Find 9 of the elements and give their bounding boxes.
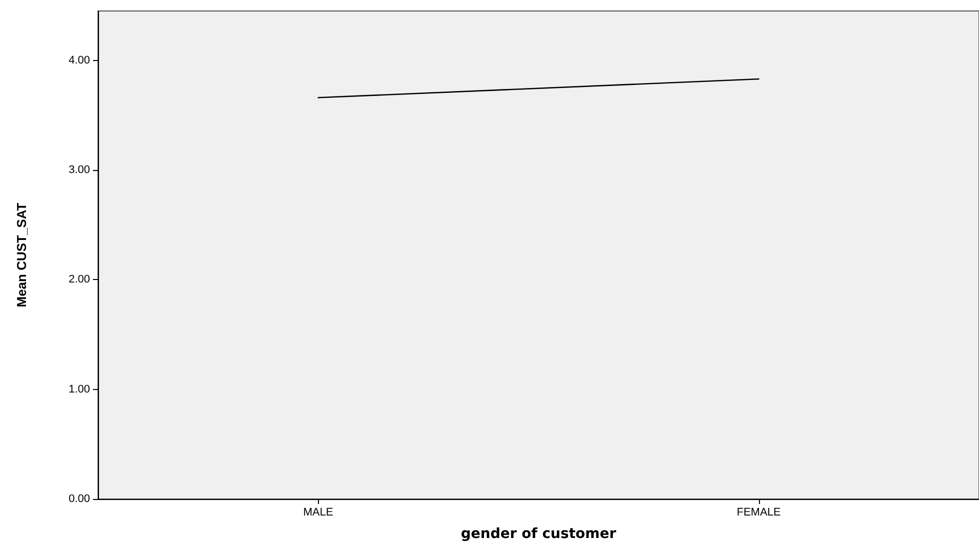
x-tick-label: MALE <box>303 506 334 518</box>
y-tick-label: 3.00 <box>68 164 90 176</box>
y-tick-label: 0.00 <box>68 493 90 505</box>
x-tick-label: FEMALE <box>736 506 781 518</box>
y-axis-title: Mean CUST_SAT <box>14 202 29 308</box>
y-tick-label: 1.00 <box>68 383 90 396</box>
x-axis-title: gender of customer <box>460 526 616 542</box>
y-tick-label: 2.00 <box>68 274 90 286</box>
y-tick-label: 4.00 <box>68 54 90 66</box>
